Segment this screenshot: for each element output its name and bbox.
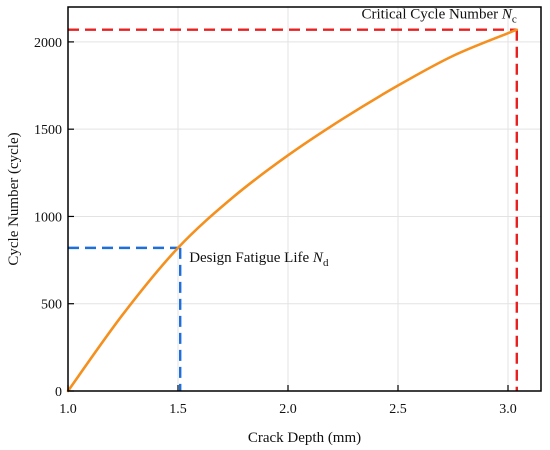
x-tick-label: 1.0 xyxy=(59,402,77,417)
y-tick-label: 1500 xyxy=(34,123,62,138)
design-fatigue-life-text: Design Fatigue Life xyxy=(189,250,313,266)
y-tick-label: 1000 xyxy=(34,210,62,225)
y-tick-label: 2000 xyxy=(34,36,62,51)
x-tick-label: 2.5 xyxy=(389,402,407,417)
y-tick-label: 0 xyxy=(55,385,62,400)
y-tick-label: 500 xyxy=(41,298,62,313)
design-fatigue-life-label: Design Fatigue Life Nd xyxy=(189,250,329,269)
series-line xyxy=(66,28,519,393)
design-fatigue-life-symbol: N xyxy=(312,250,324,266)
critical-cycle-number-subscript: c xyxy=(512,14,517,26)
series-layer xyxy=(66,28,519,393)
guide-lines xyxy=(68,28,518,391)
x-tick-label: 1.5 xyxy=(169,402,187,417)
y-axis-title: Cycle Number (cycle) xyxy=(6,132,22,265)
grid xyxy=(67,7,541,392)
x-tick-label: 2.0 xyxy=(279,402,297,417)
x-tick-label: 3.0 xyxy=(499,402,517,417)
critical-cycle-number-text: Critical Cycle Number xyxy=(362,7,502,23)
x-axis-title: Crack Depth (mm) xyxy=(248,430,361,446)
design-fatigue-life-subscript: d xyxy=(323,257,329,269)
plot-frame xyxy=(67,6,542,392)
critical-cycle-number-label: Critical Cycle Number Nc xyxy=(362,7,517,26)
critical-cycle-number-symbol: N xyxy=(501,7,513,23)
ticks: 1.0 1.5 2.0 2.5 3.0 0 500 1000 1500 2000 xyxy=(34,36,517,417)
